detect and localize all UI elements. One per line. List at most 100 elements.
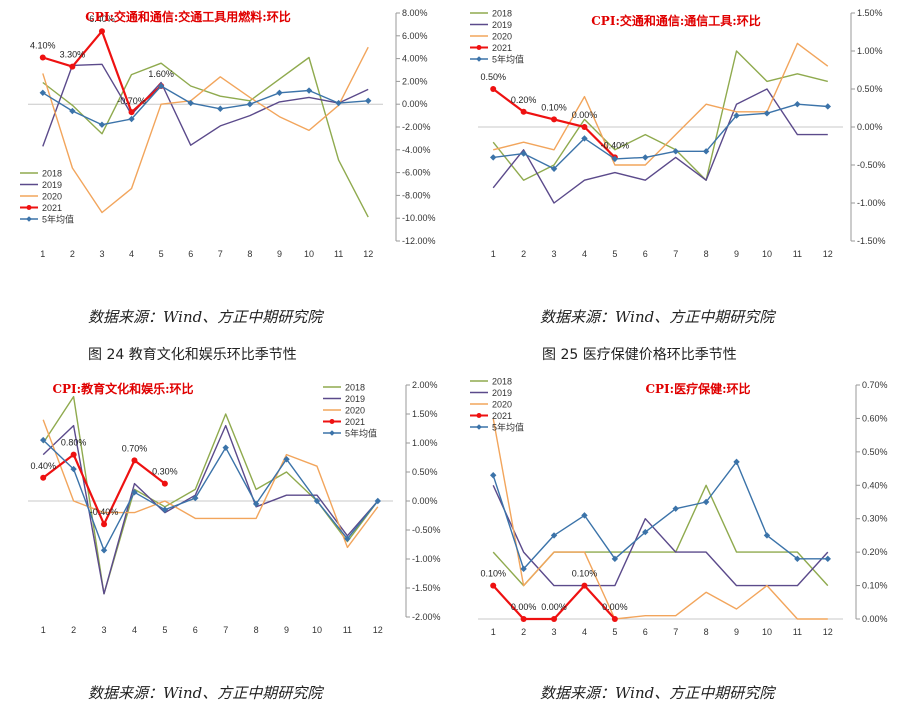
point-2021 [70, 451, 77, 458]
y-tick-label: -1.50% [857, 236, 886, 246]
y-tick-label: 0.20% [862, 547, 888, 557]
legend-marker [476, 56, 482, 62]
y-tick-label: 0.10% [862, 581, 888, 591]
point-5年均值 [763, 110, 771, 117]
point-5年均值 [246, 101, 254, 108]
chart-edu-culture: 2.00% 1.50% 1.00% 0.50% 0.00% -0.50% -1.00% -1.… [8, 375, 448, 645]
data-label: 0.70% [122, 443, 148, 453]
y-tick-label: -1.00% [412, 554, 441, 564]
point-5年均值 [642, 154, 649, 161]
x-tick-label: 9 [277, 249, 282, 259]
legend-label: 2020 [492, 32, 512, 42]
point-2021 [520, 108, 527, 115]
point-5年均值 [794, 555, 801, 563]
point-5年均值 [824, 103, 831, 110]
legend-label: 2018 [345, 383, 365, 393]
x-tick-label: 12 [363, 249, 373, 259]
point-5年均值 [335, 99, 342, 107]
data-label: 0.10% [572, 569, 598, 579]
point-2021 [161, 480, 168, 487]
data-label: 0.10% [480, 569, 506, 579]
point-2021 [611, 616, 618, 622]
data-label: 0.40% [30, 461, 56, 471]
data-label: 0.00% [541, 602, 567, 612]
data-label: 1.60% [148, 69, 174, 79]
x-tick-label: 4 [582, 249, 587, 259]
x-tick-label: 6 [188, 249, 193, 259]
figure-caption-25: 图 25 医疗保健价格环比季节性 [542, 347, 737, 363]
legend-label: 2021 [492, 43, 512, 53]
point-5年均值 [131, 489, 138, 496]
series-line-2019 [42, 63, 369, 147]
data-label: 0.00% [511, 602, 537, 612]
point-5年均值 [40, 436, 47, 444]
point-2021 [40, 474, 47, 481]
point-5年均值 [276, 89, 283, 96]
x-tick-label: 12 [373, 625, 383, 635]
x-tick-label: 1 [41, 625, 46, 635]
y-tick-label: -4.00% [402, 145, 431, 155]
data-label: 0.80% [61, 438, 87, 448]
point-2021 [98, 28, 105, 35]
point-5年均值 [187, 99, 194, 107]
series-line-2020 [492, 418, 828, 620]
data-label: 4.10% [30, 40, 56, 50]
data-label: -0.40% [90, 507, 119, 517]
x-tick-label: 6 [643, 249, 648, 259]
point-5年均值 [611, 155, 619, 163]
legend-marker [26, 216, 32, 222]
legend-label: 2021 [492, 411, 512, 421]
legend-marker [329, 430, 335, 436]
data-label: 0.20% [511, 95, 537, 105]
series-line-5年均值 [42, 439, 379, 551]
y-tick-label: -2.00% [412, 612, 441, 622]
point-5年均值 [305, 87, 313, 94]
x-tick-label: 7 [673, 249, 678, 259]
chart-title: CPI:交通和通信:通信工具:环比 [591, 13, 760, 28]
point-2021 [551, 616, 558, 622]
x-tick-label: 6 [643, 627, 648, 637]
point-5年均值 [98, 121, 106, 128]
chart-comm-tools: 1.50% 1.00% 0.50% 0.00% -0.50% -1.00% -1.50% 1 2… [458, 5, 898, 275]
y-tick-label: 1.00% [857, 46, 883, 56]
point-5年均值 [70, 465, 77, 473]
legend-marker [26, 205, 32, 210]
point-5年均值 [161, 506, 169, 513]
point-5年均值 [222, 444, 229, 451]
series-line-5年均值 [42, 85, 369, 126]
y-tick-label: -8.00% [402, 190, 431, 200]
x-tick-label: 1 [40, 249, 45, 259]
y-tick-label: 0.00% [402, 99, 428, 109]
y-tick-label: 0.70% [862, 380, 888, 390]
point-5年均值 [374, 497, 381, 505]
point-5年均值 [313, 497, 321, 505]
y-tick-label: 1.50% [412, 409, 438, 419]
legend-label: 2020 [42, 192, 62, 202]
x-tick-label: 1 [491, 627, 496, 637]
y-tick-label: -6.00% [402, 168, 431, 178]
legend-label: 2019 [42, 180, 62, 190]
chart-title: CPI:医疗保健:环比 [645, 381, 750, 396]
point-2021 [39, 54, 46, 61]
point-5年均值 [128, 115, 135, 123]
data-label: 0.10% [541, 102, 567, 112]
legend-label: 2021 [345, 417, 365, 427]
x-tick-label: 11 [793, 627, 802, 637]
legend-label: 2018 [492, 377, 512, 387]
y-tick-label: 0.50% [857, 84, 883, 94]
chart-edu-culture-svg: 2.00% 1.50% 1.00% 0.50% 0.00% -0.50% -1.00% -1.… [28, 380, 441, 635]
y-tick-label: -0.50% [857, 160, 886, 170]
point-5年均值 [794, 101, 801, 108]
y-tick-label: 4.00% [402, 54, 428, 64]
point-5年均值 [611, 555, 619, 563]
point-2021 [490, 86, 497, 92]
x-tick-label: 5 [612, 249, 617, 259]
y-tick-label: 0.60% [862, 413, 888, 423]
source-note-top-right: 数据来源：Wind、方正中期研究院 [540, 308, 775, 326]
x-tick-label: 2 [521, 627, 526, 637]
x-tick-label: 8 [704, 627, 709, 637]
series-line-2020 [42, 46, 369, 214]
source-note-bottom-left: 数据来源：Wind、方正中期研究院 [88, 684, 323, 702]
legend-marker [476, 413, 482, 418]
y-tick-label: 2.00% [402, 76, 428, 86]
